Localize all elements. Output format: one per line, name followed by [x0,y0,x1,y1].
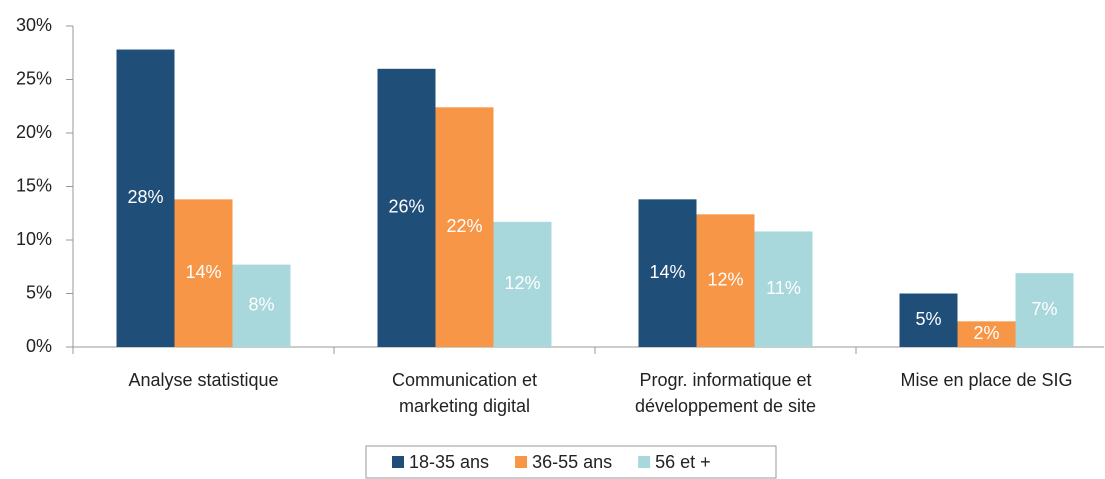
y-tick-label: 5% [26,282,52,302]
x-tick-label: Progr. informatique et développement de s… [635,370,816,416]
legend-swatch [638,456,651,468]
data-label: 5% [915,309,941,329]
y-tick-label: 0% [26,336,52,356]
bar [116,49,175,347]
y-tick-label: 30% [16,15,52,35]
data-label: 11% [766,278,801,298]
bar [696,214,755,347]
legend-label: 18-35 ans [409,452,489,472]
data-label: 12% [504,273,540,293]
bar [377,68,436,348]
y-tick-label: 15% [16,175,52,195]
data-label: 8% [248,295,274,315]
y-tick-label: 10% [16,229,52,249]
legend-label: 36-55 ans [532,452,612,472]
data-label: 14% [185,262,221,282]
bar [638,199,697,347]
y-tick-label: 20% [16,122,52,142]
data-label: 14% [649,262,685,282]
bar [899,293,958,347]
bar [957,321,1016,347]
legend-swatch [515,456,528,468]
legend-swatch [392,456,404,468]
data-label: 12% [707,269,743,289]
legend-label: 56 et + [655,452,711,472]
bar [1015,273,1074,347]
data-label: 28% [127,187,163,207]
x-tick-label: Mise en place de SIG [900,370,1072,390]
bar [174,199,233,347]
data-label: 26% [388,197,424,217]
data-label: 22% [446,216,482,236]
data-label: 7% [1031,299,1057,319]
x-tick-label: Analyse statistique [128,370,278,390]
x-tick-label: Communication et marketing digital [392,370,537,416]
bar [493,221,552,347]
data-label: 2% [973,323,999,343]
bar [232,264,291,347]
y-tick-label: 25% [16,68,52,88]
bar [754,231,813,347]
bar [435,107,494,347]
legend-box [365,445,777,479]
